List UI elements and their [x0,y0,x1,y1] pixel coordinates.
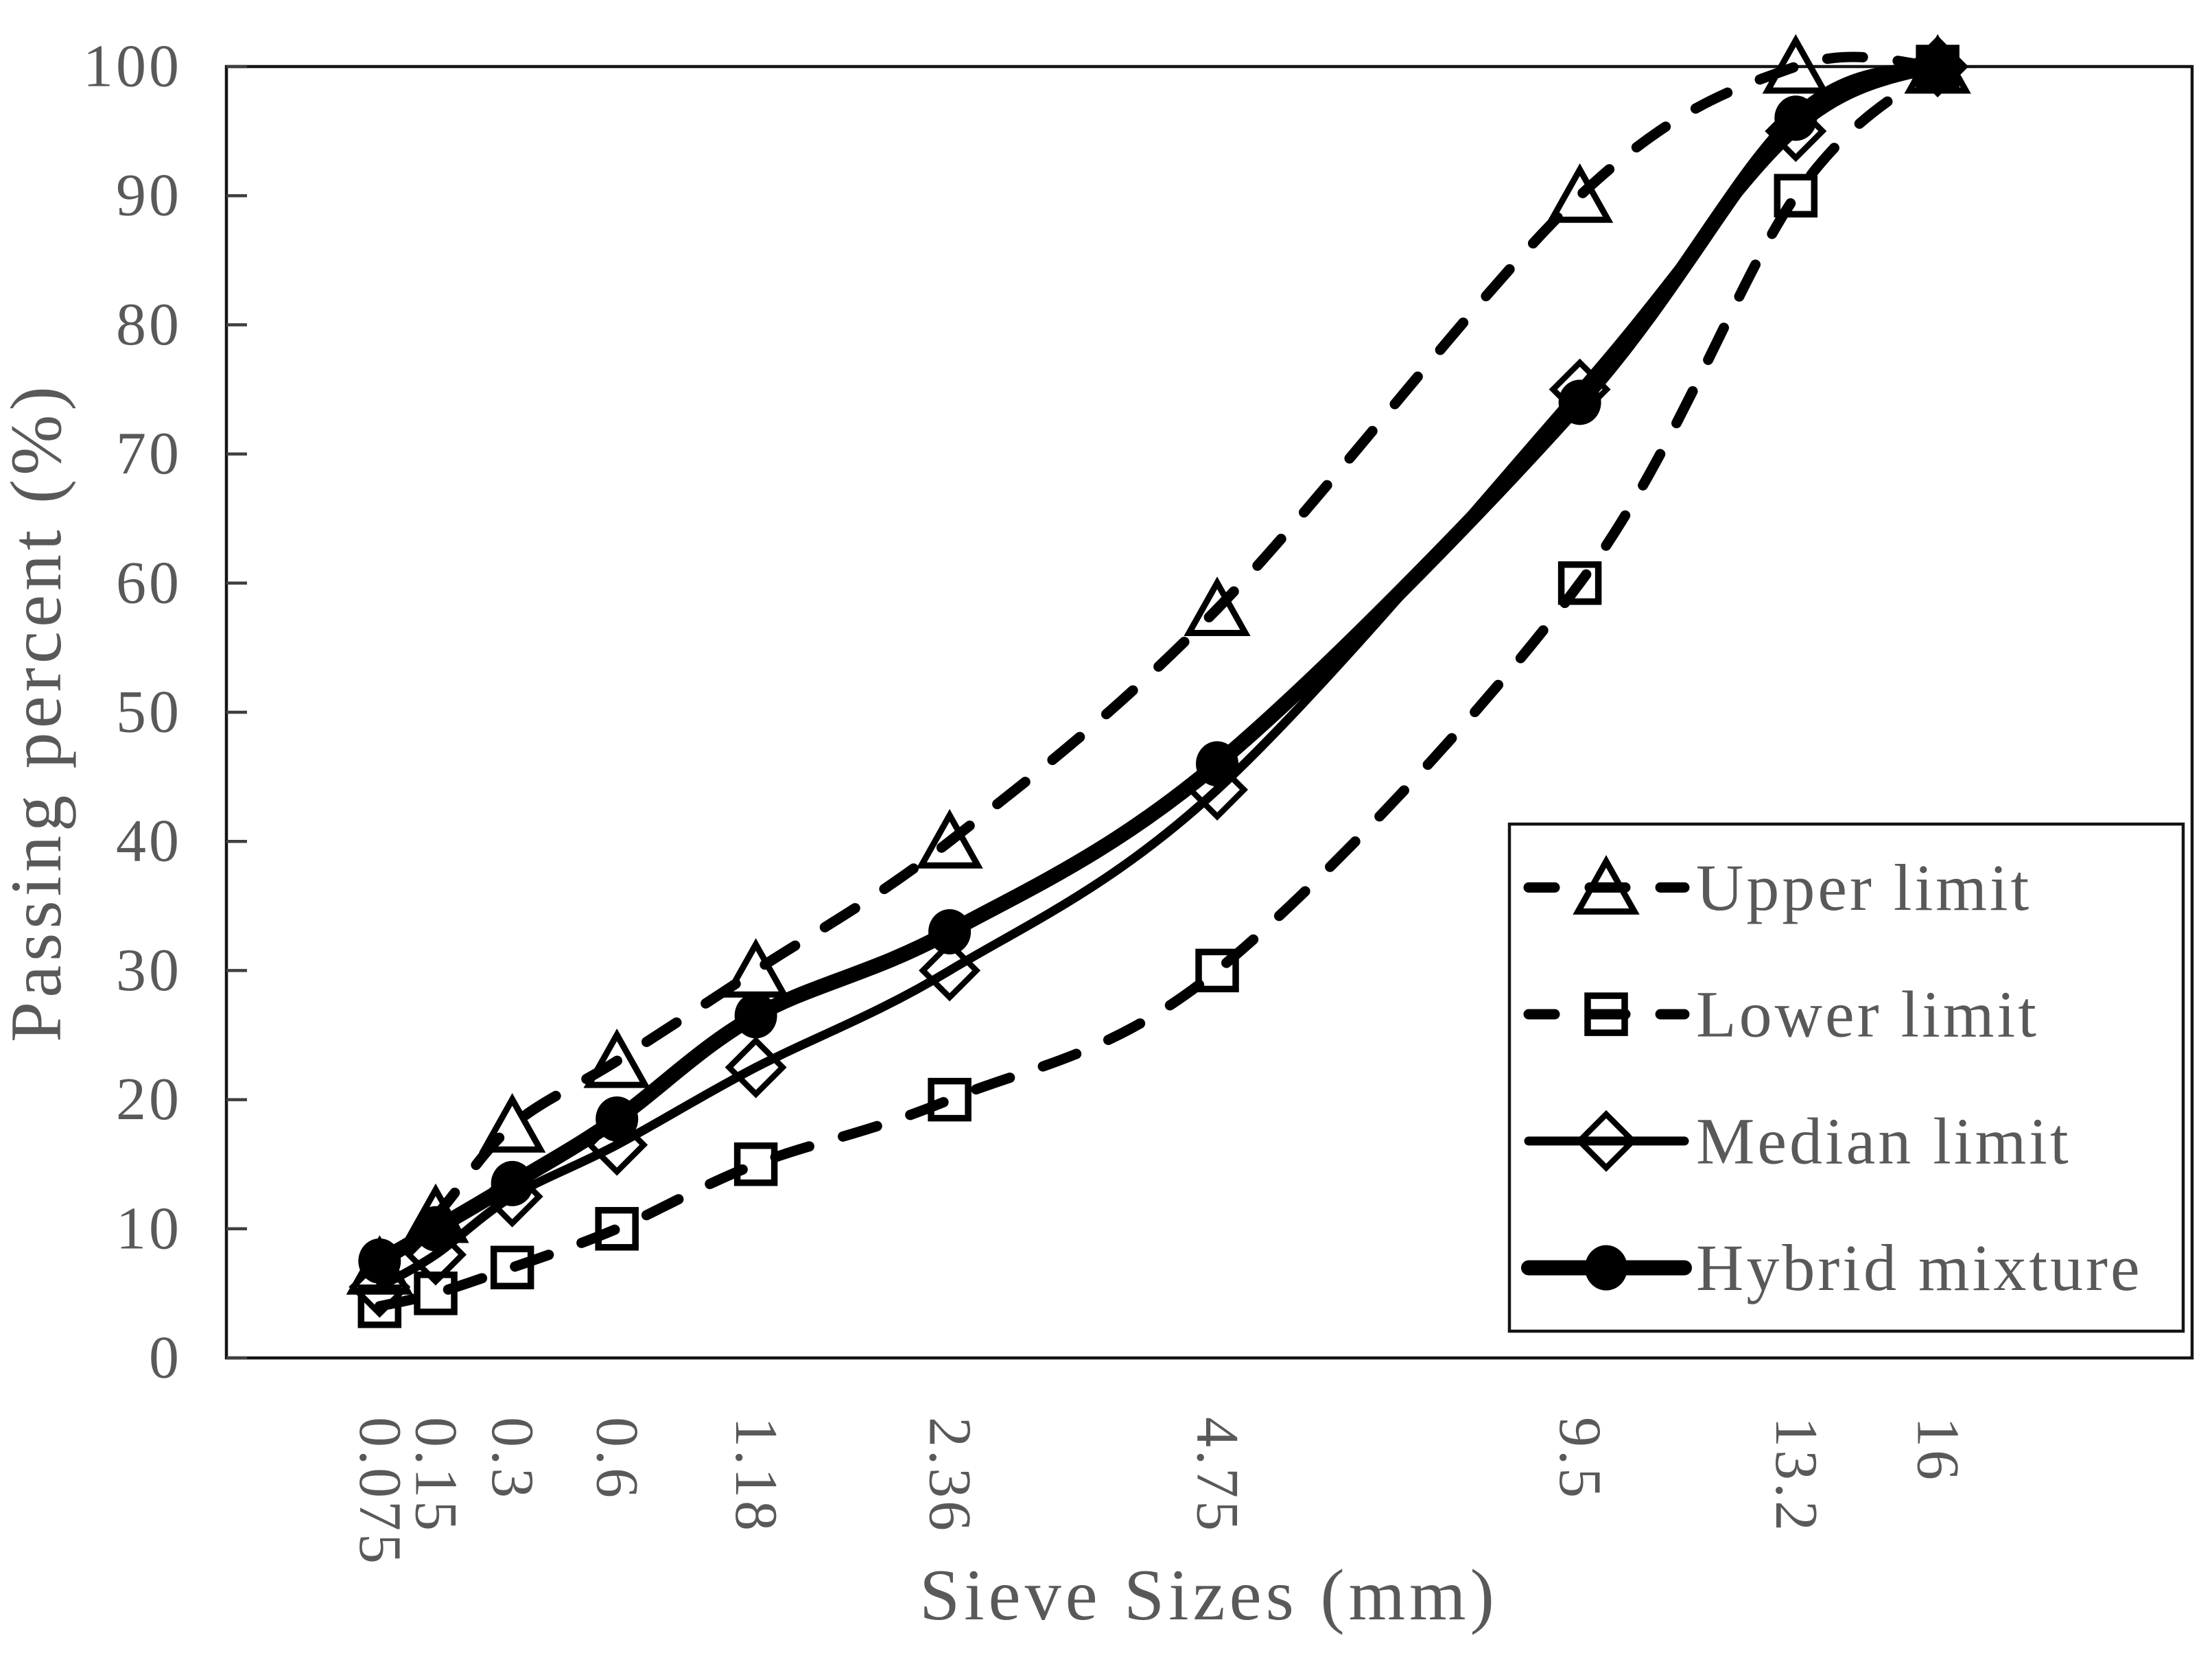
series-hybrid-mixture [358,44,1960,1284]
x-tick-label: 13.2 [1763,1417,1829,1534]
y-tick-label: 0 [149,1325,182,1392]
y-tick-label: 100 [83,34,182,100]
circle-marker-icon [358,1238,401,1284]
legend-label: Hybrid mixture [1696,1231,2143,1304]
legend: Upper limit Lower limit Median limit Hybrid… [1507,822,2185,1333]
legend-item-hybrid-mixture: Hybrid mixture [1521,1231,2143,1304]
x-tick-label: 0.3 [479,1417,545,1501]
x-tick-label: 0.15 [403,1417,469,1534]
circle-marker-icon [1196,741,1239,787]
circle-marker-icon [1585,1245,1627,1291]
circle-marker-icon [491,1160,534,1206]
triangle-marker-icon [1184,576,1251,636]
y-tick-label: 90 [116,163,182,229]
y-axis-title: Passing percent (%) [0,382,76,1042]
diamond-marker-icon [919,939,981,1002]
legend-item-upper-limit: Upper limit [1523,851,2032,924]
circle-marker-icon [1774,95,1817,141]
x-tick-label: 0.075 [346,1417,413,1567]
circle-marker-icon [414,1206,458,1252]
square-marker-icon [1774,174,1818,218]
circle-marker-icon [596,1096,639,1142]
x-axis-title: Sieve Sizes (mm) [919,1555,1498,1635]
x-tick-label: 16 [1905,1417,1971,1483]
square-marker-icon [733,1142,778,1186]
triangle-marker-icon [478,1093,546,1153]
circle-marker-icon [1558,379,1601,425]
y-axis-tick-labels: 0 10 20 30 40 50 60 70 80 90 100 [83,34,182,1392]
triangle-marker-icon [1546,163,1614,223]
x-tick-label: 2.36 [917,1417,983,1534]
legend-item-lower-limit: Lower limit [1523,978,2039,1051]
y-tick-label: 20 [116,1066,182,1133]
triangle-marker-icon [1762,34,1829,94]
square-marker-icon [1195,948,1239,993]
circle-marker-icon [734,993,777,1039]
y-axis-ticks [226,64,247,1360]
square-marker-icon [595,1207,639,1251]
square-marker-icon [1557,561,1602,605]
y-tick-label: 30 [116,937,182,1004]
diamond-marker-icon [349,1256,411,1318]
square-marker-icon [1584,992,1628,1036]
x-tick-label: 1.18 [722,1417,789,1534]
legend-label: Median limit [1696,1104,2071,1177]
y-tick-label: 40 [116,808,182,875]
legend-item-median-limit: Median limit [1524,1104,2071,1177]
square-marker-icon [928,1077,972,1122]
square-marker-icon [490,1245,534,1290]
series-lines [346,34,1971,1328]
triangle-marker-icon [1573,855,1640,915]
y-tick-label: 60 [116,550,182,616]
diamond-marker-icon [1575,1110,1638,1172]
diamond-marker-icon [725,1036,787,1099]
circle-marker-icon [928,908,972,954]
y-tick-label: 10 [116,1195,182,1262]
x-tick-label: 9.5 [1546,1417,1613,1501]
circle-marker-icon [1916,44,1960,89]
x-tick-label: 4.75 [1184,1417,1251,1534]
y-tick-label: 70 [116,421,182,487]
square-marker-icon [414,1271,458,1315]
legend-label: Lower limit [1696,978,2039,1051]
legend-label: Upper limit [1696,851,2032,924]
y-tick-label: 80 [116,292,182,358]
triangle-marker-icon [916,809,983,869]
y-tick-label: 50 [116,679,182,746]
series-line-lower-limit [374,61,1943,1312]
series-line-upper-limit [374,51,1943,1273]
triangle-marker-icon [583,1028,650,1088]
x-tick-label: 0.6 [584,1417,650,1501]
